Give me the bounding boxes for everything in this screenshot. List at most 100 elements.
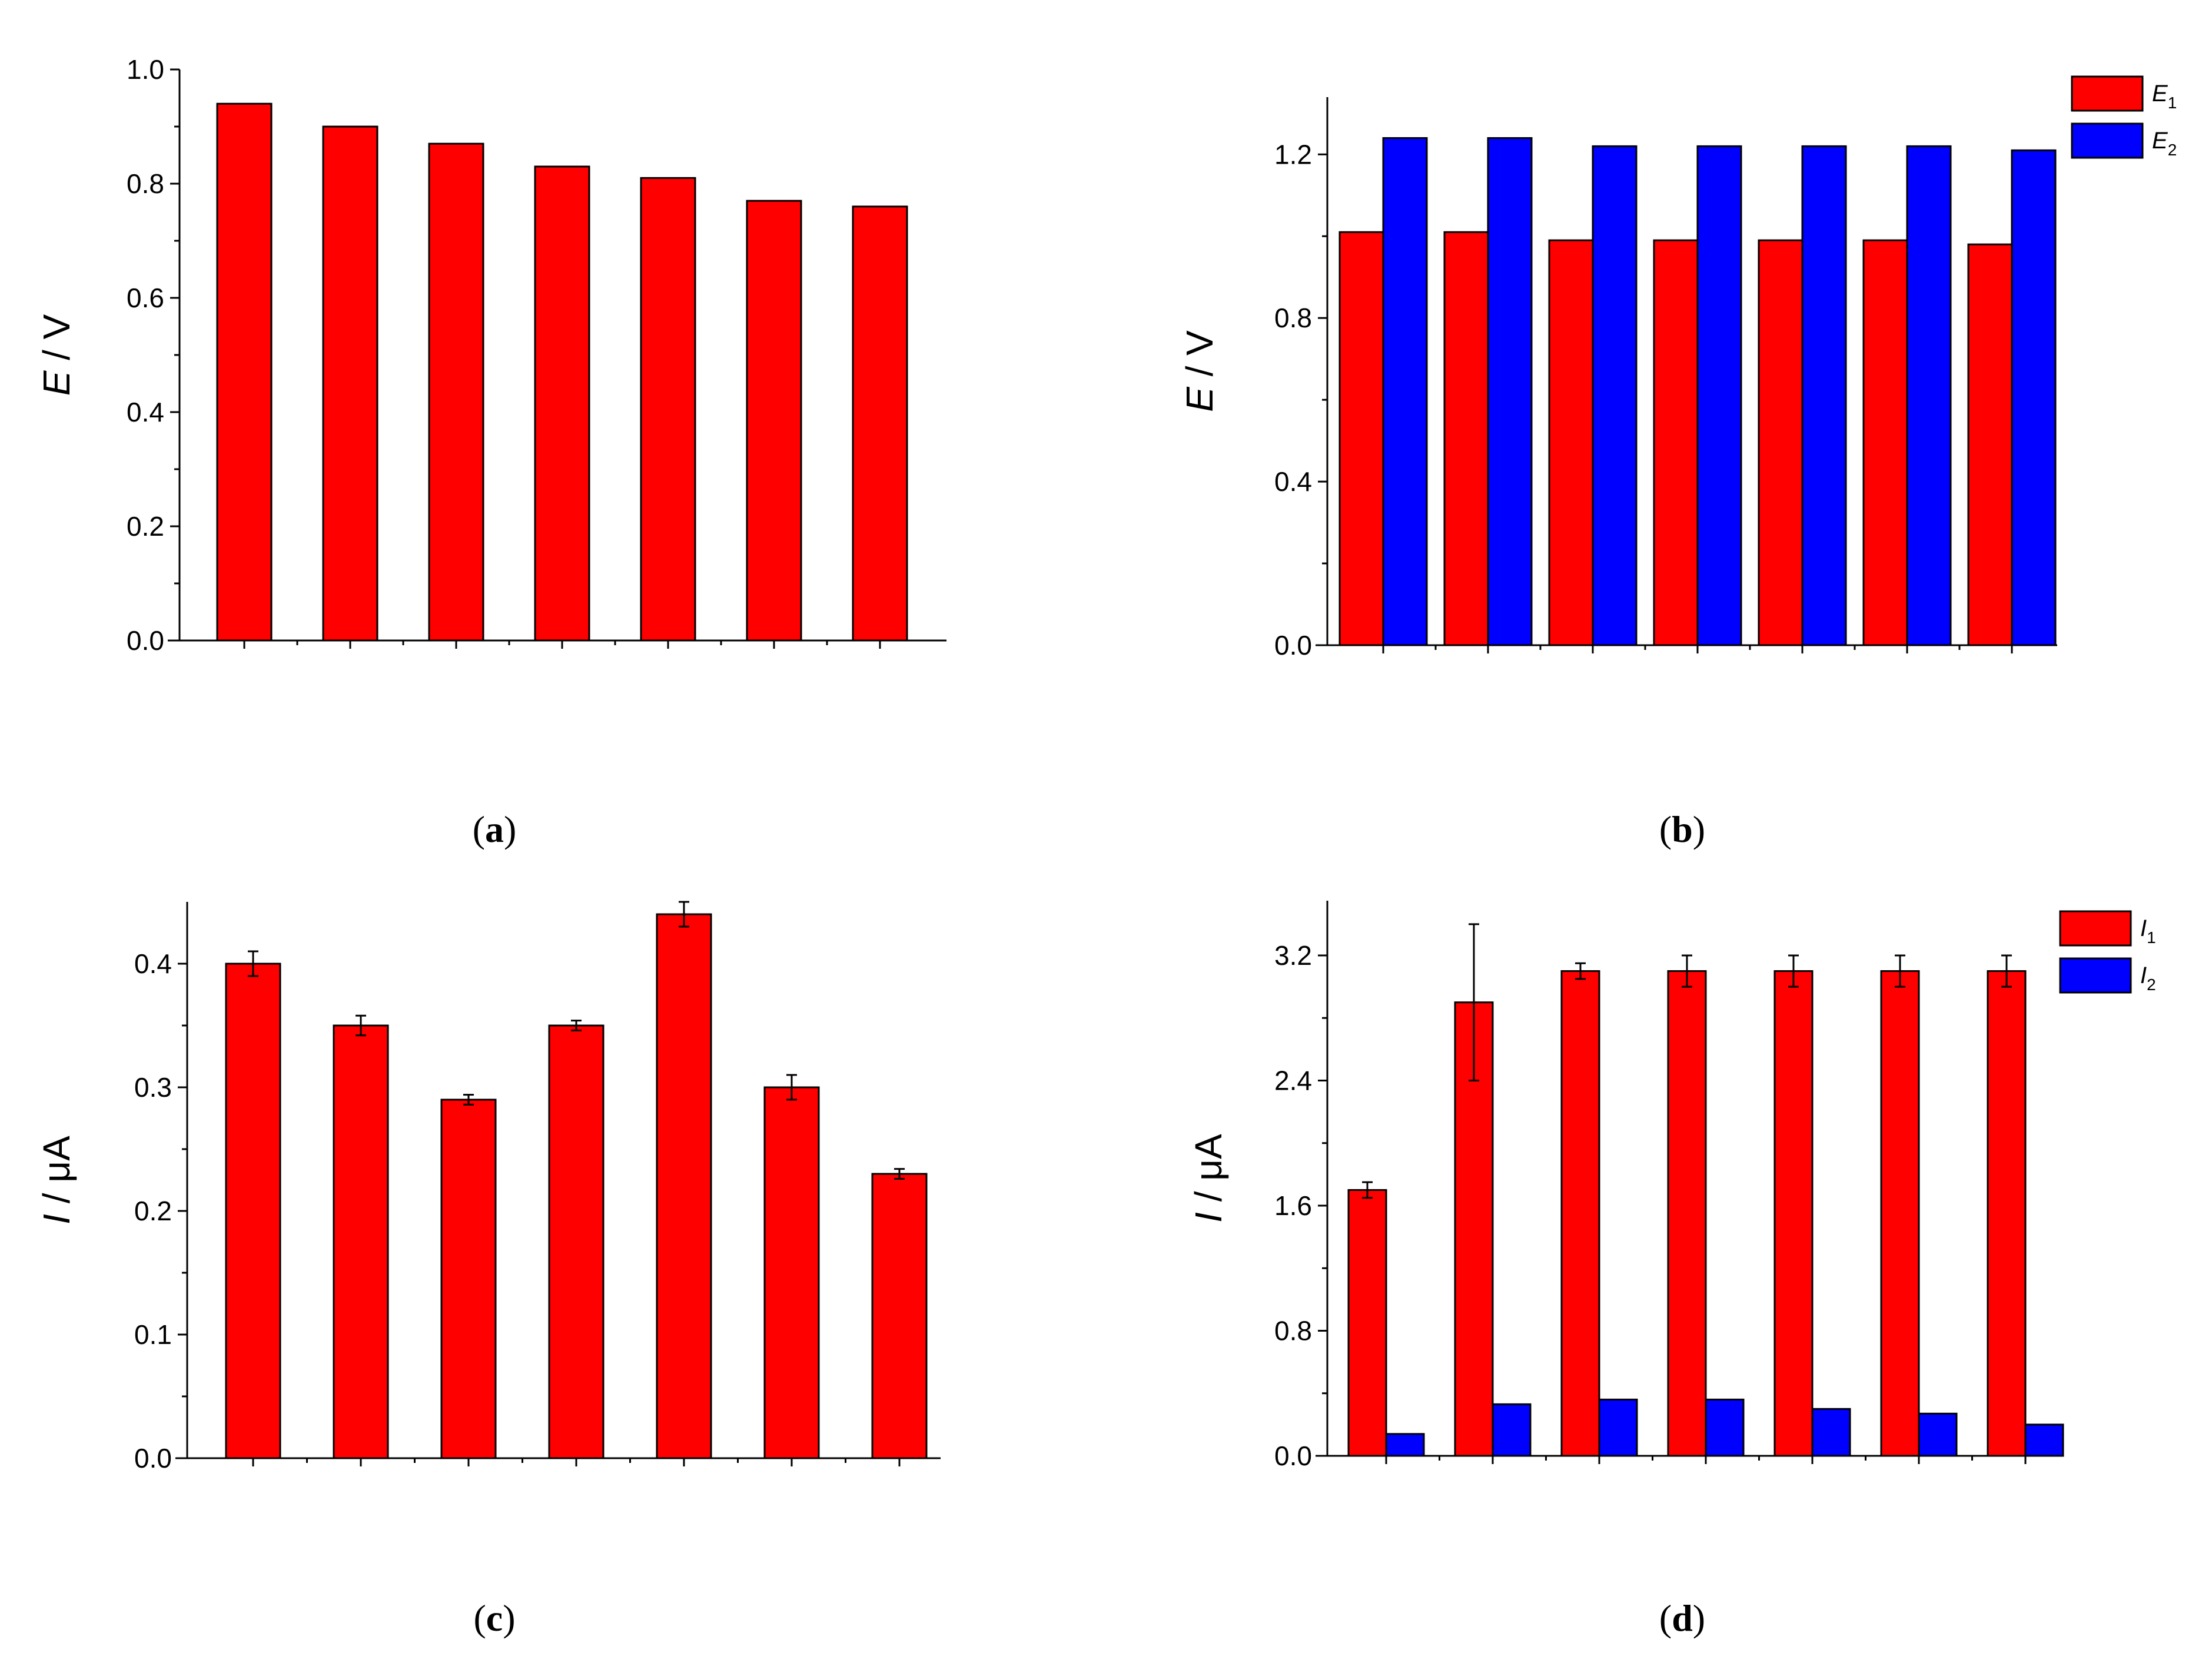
bar-i2-ph-8-0 (2024, 1423, 2064, 1457)
legend-label: I2 (2140, 963, 2156, 994)
y-tick-label: 2.4 (1274, 1065, 1312, 1096)
y-tick-label: 0.6 (127, 283, 164, 313)
legend-label-sub: 1 (2168, 94, 2177, 112)
caption-open: ( (473, 808, 485, 850)
y-axis-title-symbol: E (1178, 386, 1221, 412)
y-tick-label: 1.2 (1274, 139, 1312, 170)
bar-e1-ph-6-5 (1653, 239, 1699, 646)
legend-label-sub: 1 (2147, 928, 2156, 947)
bar-e1-ph-6-0 (1548, 239, 1594, 646)
legend-label-main: I (2140, 915, 2147, 941)
caption-letter: a (485, 808, 504, 850)
y-tick-label: 0.2 (134, 1196, 172, 1226)
caption-close: ) (504, 808, 516, 850)
bar-e-ph-7-5 (746, 200, 802, 642)
bar-i1-ph-8-0 (1987, 970, 2027, 1457)
bar-i1-ph-6-5 (1667, 970, 1707, 1457)
y-axis-title: I / μA (35, 1136, 78, 1224)
bar-i1-ph-6-0 (1560, 970, 1600, 1457)
bar-i1-ph-7-0 (1773, 970, 1814, 1457)
caption-close: ) (503, 1597, 515, 1639)
chart-panel-a: 0.0 0.2 0.4 0.6 0.8 1.0 E / V (a) (35, 54, 946, 850)
bar-i1-ph-5-0 (1347, 1189, 1387, 1457)
legend-label-main: E (2152, 81, 2168, 107)
bar-e-ph-5-5 (322, 125, 378, 642)
y-tick-label: 0.4 (1274, 466, 1312, 497)
bar-e-ph-5-0 (216, 102, 273, 642)
caption-close: ) (1693, 1597, 1705, 1639)
bar-i1-ph-7-5 (1880, 970, 1920, 1457)
y-tick-label: 0.0 (127, 625, 164, 656)
bar-i-ph-5-5 (333, 1024, 389, 1459)
bar-e-ph-8-0 (852, 205, 908, 642)
bar-i2-ph-7-0 (1811, 1408, 1851, 1457)
y-tick-label: 0.2 (127, 511, 164, 542)
y-tick-label: 1.6 (1274, 1190, 1312, 1221)
y-axis-title-unit: / V (35, 314, 78, 370)
panel-caption-d: (d) (1659, 1597, 1705, 1639)
caption-letter: d (1672, 1597, 1693, 1639)
bar-e-ph-6-0 (428, 142, 484, 642)
bar-i-ph-8-0 (871, 1173, 928, 1459)
y-tick-label: 0.8 (127, 168, 164, 199)
panel-caption-b: (b) (1659, 808, 1705, 850)
caption-letter: c (486, 1597, 503, 1639)
bar-i2-ph-5-0 (1385, 1433, 1425, 1457)
chart-panel-c: 0.0 0.1 0.2 0.3 0.4 I / μA (c) (35, 901, 941, 1639)
legend-label: I1 (2140, 915, 2156, 947)
caption-open: ( (1659, 808, 1672, 850)
bar-i2-ph-7-5 (1918, 1412, 1958, 1457)
legend-label-main: E (2152, 128, 2168, 154)
caption-letter: b (1672, 808, 1693, 850)
bar-e2-ph-6-5 (1696, 145, 1742, 646)
y-axis-title-symbol: I (1187, 1212, 1230, 1223)
y-axis-title-unit: / μA (1187, 1134, 1230, 1212)
y-tick-label: 0.0 (1274, 1441, 1312, 1471)
bar-e2-ph-8-0 (2011, 149, 2057, 646)
y-axis-title-symbol: E (35, 370, 78, 396)
bar-i-ph-7-0 (656, 913, 712, 1459)
bar-e-ph-7-0 (640, 177, 696, 642)
y-axis-title: I / μA (1187, 1134, 1230, 1223)
bar-i-ph-7-5 (763, 1086, 820, 1459)
y-tick-label: 0.8 (1274, 303, 1312, 333)
y-axis-title-unit: / μA (35, 1136, 78, 1214)
legend-swatch-i2 (2059, 957, 2132, 994)
bar-e-ph-6-5 (534, 165, 590, 642)
bar-i-ph-6-5 (548, 1024, 605, 1459)
panel-caption-a: (a) (473, 808, 517, 850)
bar-e2-ph-7-0 (1801, 145, 1847, 646)
legend-label-sub: 2 (2168, 141, 2177, 159)
y-axis-title-unit: / V (1178, 330, 1221, 387)
y-tick-label: 3.2 (1274, 940, 1312, 971)
y-tick-label: 0.3 (134, 1072, 172, 1103)
bar-i-ph-6-0 (440, 1099, 497, 1459)
bar-i2-ph-6-5 (1705, 1398, 1745, 1457)
legend-label-sub: 2 (2147, 975, 2156, 994)
y-axis-title: E / V (1178, 330, 1221, 412)
caption-open: ( (1659, 1597, 1672, 1639)
y-tick-label: 0.8 (1274, 1315, 1312, 1346)
bar-i2-ph-5-5 (1492, 1403, 1532, 1457)
y-tick-label: 1.0 (127, 54, 164, 85)
legend-swatch-e1 (2071, 75, 2144, 112)
bar-i2-ph-6-0 (1598, 1398, 1638, 1457)
bar-e1-ph-7-0 (1758, 239, 1804, 646)
panel-caption-c: (c) (473, 1597, 515, 1639)
legend-swatch-e2 (2071, 122, 2144, 159)
y-tick-label: 0.0 (134, 1443, 172, 1473)
bar-e1-ph-5-5 (1443, 231, 1489, 646)
legend-label-main: I (2140, 963, 2147, 988)
legend-label: E2 (2152, 128, 2177, 159)
bar-e2-ph-6-0 (1592, 145, 1638, 646)
bar-e1-ph-7-5 (1862, 239, 1908, 646)
bar-i-ph-5-0 (225, 963, 281, 1459)
bar-e1-ph-8-0 (1967, 243, 2013, 646)
y-tick-label: 0.4 (134, 948, 172, 979)
y-tick-label: 0.1 (134, 1319, 172, 1350)
bar-e2-ph-7-5 (1906, 145, 1952, 646)
y-tick-label: 0.0 (1274, 630, 1312, 661)
